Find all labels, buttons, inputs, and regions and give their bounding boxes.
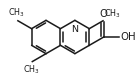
Text: O: O bbox=[100, 9, 108, 19]
Text: CH$_3$: CH$_3$ bbox=[8, 7, 25, 19]
Text: CH$_3$: CH$_3$ bbox=[104, 8, 121, 20]
Text: OH: OH bbox=[120, 32, 136, 42]
Text: CH$_3$: CH$_3$ bbox=[23, 63, 39, 74]
Text: N: N bbox=[71, 25, 78, 34]
